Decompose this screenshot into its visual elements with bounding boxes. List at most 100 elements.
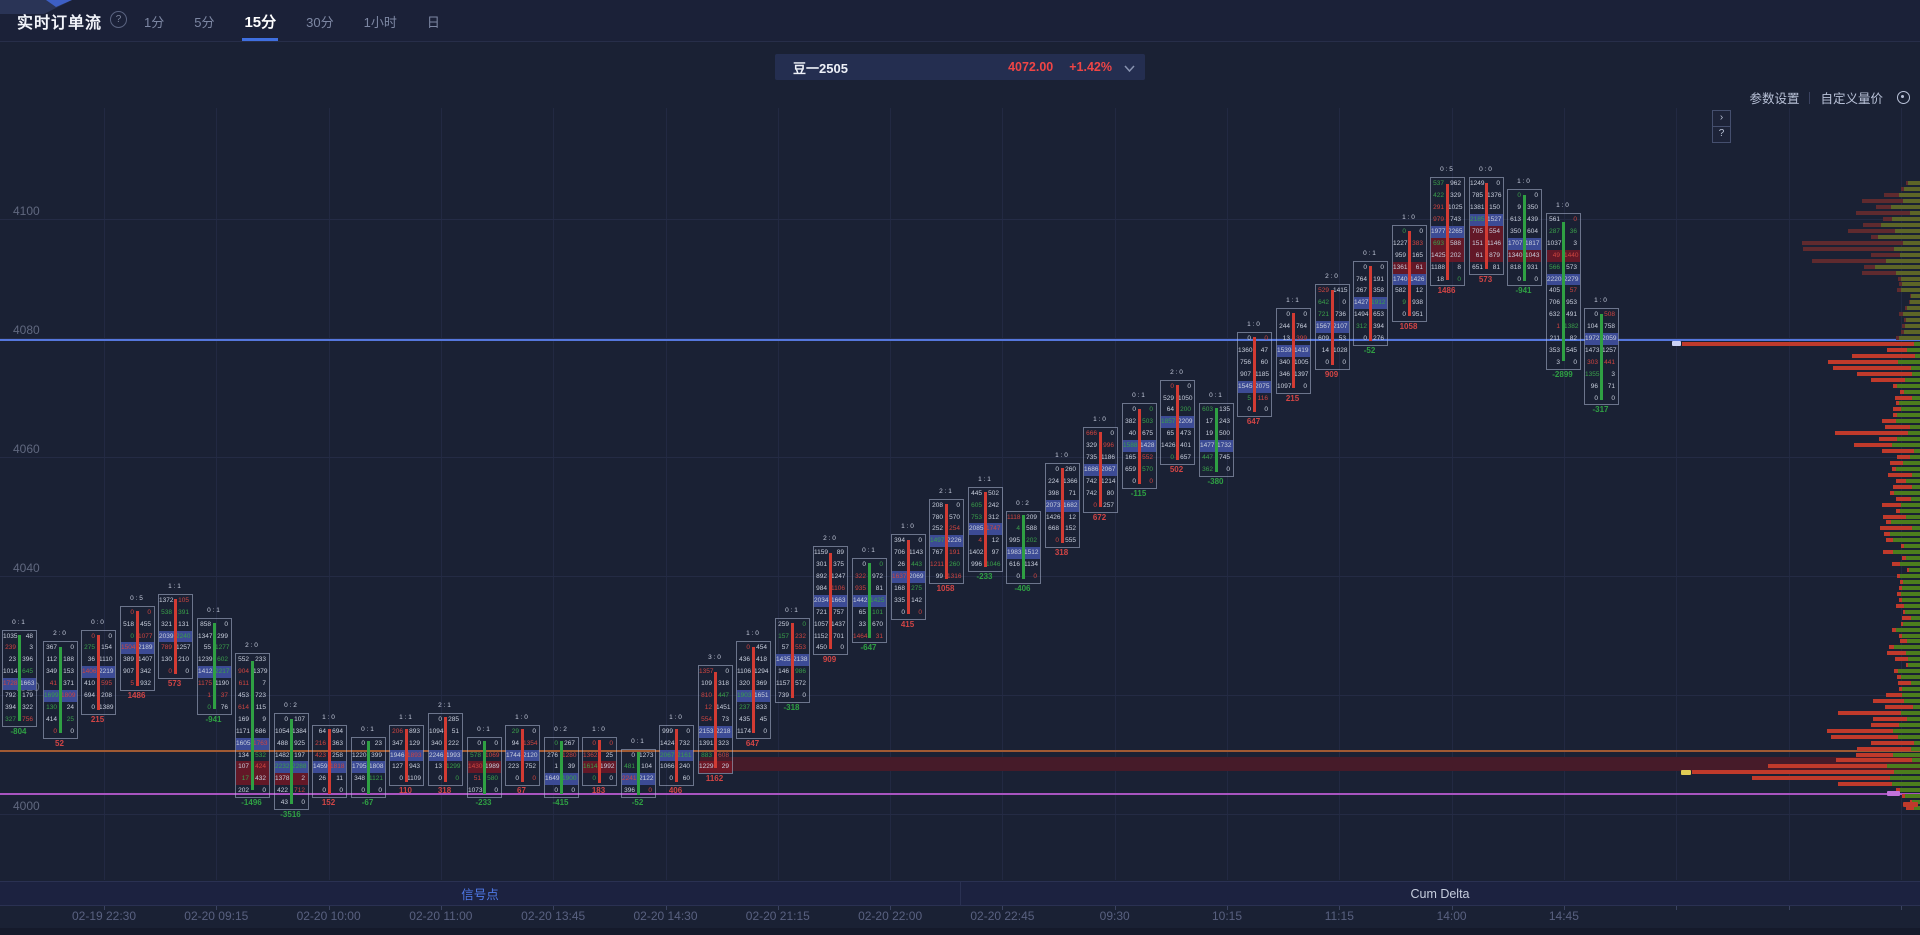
volume-profile-bar [1896,574,1920,578]
bid-volume-cell: 578 [470,751,481,759]
ask-volume-cell: 31 [875,632,883,640]
bid-volume-cell: 996 [971,561,982,569]
delta-label: -52 [631,798,644,808]
custom-volume-price-link[interactable]: 自定义量价 [1820,92,1883,106]
ask-volume-cell: 1440 [1564,251,1579,259]
bid-volume-cell: 892 [816,573,827,581]
tab-day[interactable]: 日 [426,15,440,30]
cluster-price-row: 1211 260 [930,559,963,571]
panel-help-button[interactable]: ? [1712,126,1731,143]
cluster-price-row: 632 491 [1547,309,1580,321]
tab-1hour[interactable]: 1小时 [363,15,397,30]
cluster-price-row: 348 1121 [352,773,385,785]
bid-volume-cell: 0 [91,632,95,640]
volume-profile-bar [1900,544,1920,549]
cluster-price-row: 537 962 [1431,178,1464,190]
bid-volume-cell: 1412 [198,668,213,676]
bid-volume-cell: 322 [855,573,866,581]
cluster-price-row: 223 752 [506,761,539,773]
ask-volume-cell: 243 [1219,418,1230,426]
bid-volume-cell: 1539 [1277,346,1292,354]
time-label: 02-20 10:00 [296,909,361,923]
bid-volume-cell: 1482 [275,751,290,759]
volume-profile-bar [1900,187,1920,192]
imbalance-count-label: 1 : 0 [592,725,605,733]
volume-profile-bar [1855,211,1920,216]
cluster-price-row: 396 0 [622,785,655,797]
symbol-selector[interactable]: 豆一2505 4072.00 +1.42% [775,54,1145,80]
bid-volume-cell: 632 [1549,311,1560,319]
target-circle-icon[interactable] [1897,91,1910,104]
imbalance-count-label: 1 : 1 [168,582,181,590]
bid-volume-cell: 959 [1395,251,1406,259]
volume-profile-bar [1871,234,1920,239]
bid-volume-cell: 1567 [1316,323,1331,331]
help-icon[interactable]: ? [110,11,127,28]
bid-volume-cell: 1174 [737,727,751,735]
delta-label: 647 [745,738,760,748]
ask-volume-cell: 502 [988,489,999,497]
delta-label: -115 [1130,488,1147,498]
upper-blue-line [0,338,1920,341]
ask-volume-cell: 0 [1534,275,1538,283]
expand-panel-button[interactable]: › [1712,110,1731,127]
ask-volume-cell: 588 [1026,525,1037,533]
ask-volume-cell: 1299 [446,763,461,771]
candle-bar [828,552,832,649]
volume-profile-bar [1909,294,1920,299]
volume-profile-green-segment [1899,788,1920,793]
ask-volume-cell: 322 [22,703,33,711]
ask-volume-cell: 2288 [292,763,307,771]
ask-volume-cell: 0 [1110,430,1114,438]
bid-volume-cell: 1903 [737,692,752,700]
bid-volume-cell: 1227 [1393,239,1408,247]
bid-volume-cell: 0 [53,727,57,735]
tab-30min[interactable]: 30分 [306,15,334,30]
cluster-price-row: 1 1382 [1547,321,1580,333]
cluster-price-row: 64 694 [313,726,346,738]
cluster-price-row: 1372 105 [159,595,192,607]
volume-profile-bar [1767,764,1920,769]
tab-1min[interactable]: 1分 [144,15,165,30]
ask-volume-cell: 12 [1068,513,1076,521]
cluster-price-row: 340 1005 [1277,357,1310,369]
candle-bar [1484,183,1488,269]
ask-volume-cell: 197 [294,751,305,759]
ask-volume-cell: 441 [1604,358,1615,366]
cluster-price-row: 721 757 [814,607,847,619]
cluster-price-row: 1035 48 [3,631,36,643]
bid-volume-cell: 2034 [814,596,829,604]
volume-profile-green-segment [1899,508,1920,513]
cum-delta-toggle[interactable]: Cum Delta [1410,886,1470,901]
ask-volume-cell: 602 [217,656,228,664]
ask-volume-cell: 580 [487,775,498,783]
ask-volume-cell: 943 [409,763,420,771]
bid-volume-cell: 1229 [699,763,714,771]
delta-label: -67 [361,798,374,808]
delta-label: -380 [1207,476,1224,486]
bid-volume-cell: 792 [5,692,16,700]
signal-point-toggle[interactable]: 信号点 [461,888,499,902]
ask-volume-cell: 1415 [1333,287,1348,295]
volume-profile-bar [1826,728,1920,733]
cluster-price-row: 1 37 [198,690,231,702]
ask-volume-cell: 47 [1260,346,1268,354]
volume-profile-green-segment [1897,413,1920,418]
bid-volume-cell: 0 [862,561,866,569]
volume-profile-bar [1897,276,1920,281]
tab-5min[interactable]: 5分 [194,15,215,30]
ask-volume-cell: 375 [833,561,844,569]
tab-15min[interactable]: 15分 [242,0,279,41]
ask-volume-cell: 1257 [1602,346,1617,354]
ask-volume-cell: 0 [1611,394,1615,402]
cluster-price-row: 1066 240 [660,761,693,773]
parameter-settings-link[interactable]: 参数设置 [1749,92,1800,106]
candle-bar [1214,408,1218,473]
orderflow-chart-canvas[interactable]: 4100408040604040402040001035482393233961… [0,0,1920,880]
ask-volume-cell: 0 [1419,227,1423,235]
imbalance-count-label: 1 : 1 [1286,297,1299,305]
horizontal-gridline [0,814,1920,815]
bid-volume-cell: 43 [280,799,288,807]
ask-volume-cell: 1419 [1294,346,1309,354]
